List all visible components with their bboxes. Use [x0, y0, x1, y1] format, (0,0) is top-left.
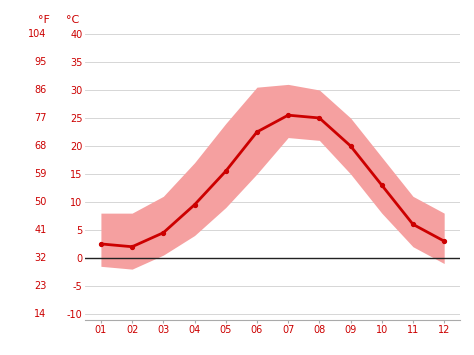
Text: 86: 86 — [34, 85, 46, 95]
Text: °F: °F — [38, 15, 50, 25]
Text: 14: 14 — [34, 309, 46, 319]
Text: 41: 41 — [34, 225, 46, 235]
Text: °C: °C — [66, 15, 80, 25]
Text: 59: 59 — [34, 169, 46, 179]
Text: 32: 32 — [34, 253, 46, 263]
Text: 23: 23 — [34, 281, 46, 291]
Text: 50: 50 — [34, 197, 46, 207]
Text: 68: 68 — [34, 141, 46, 151]
Text: 77: 77 — [34, 113, 46, 123]
Text: 95: 95 — [34, 57, 46, 67]
Text: 104: 104 — [28, 29, 46, 39]
